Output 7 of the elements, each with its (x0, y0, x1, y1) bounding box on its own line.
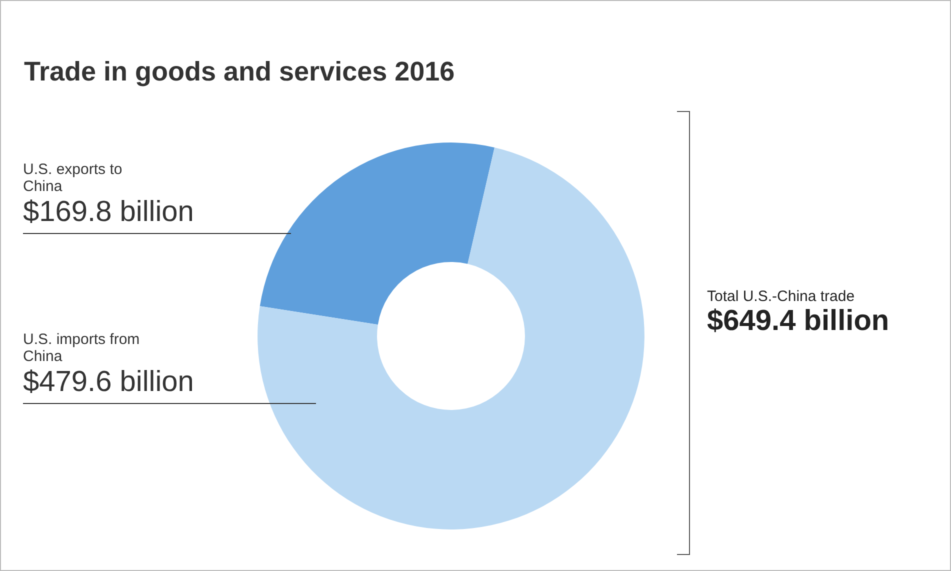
text: Total U.S.-China trade (707, 288, 856, 305)
slice-label: U.S. exports to China (23, 161, 124, 195)
text: $649.4 billion (707, 305, 890, 338)
chart-title: Trade in goods and services 2016 (24, 56, 455, 86)
slice-label: U.S. imports from China (23, 331, 141, 365)
data-label: $169.8 billion (23, 195, 195, 229)
data-label: $479.6 billion (23, 365, 195, 399)
